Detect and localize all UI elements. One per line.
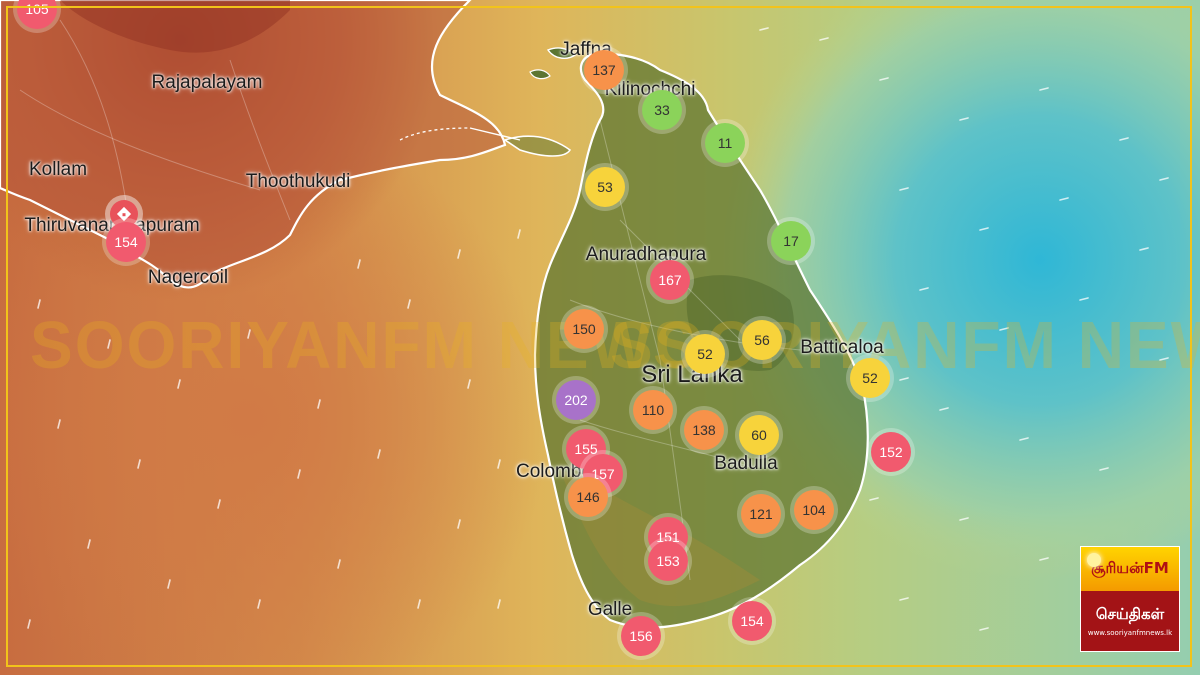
aqi-marker[interactable]: 154 bbox=[732, 601, 772, 641]
aqi-marker[interactable]: 56 bbox=[742, 320, 782, 360]
mannar-island bbox=[503, 135, 572, 157]
aqi-marker[interactable]: 121 bbox=[741, 494, 781, 534]
logo-url-text: www.sooriyanfmnews.lk bbox=[1087, 629, 1173, 637]
place-label-anuradhapura[interactable]: Anuradhapura bbox=[585, 244, 707, 265]
aqi-marker[interactable]: 153 bbox=[648, 541, 688, 581]
place-label-rajapalayam[interactable]: Rajapalayam bbox=[151, 72, 263, 93]
aqi-marker[interactable]: 137 bbox=[584, 50, 624, 90]
aqi-marker[interactable]: 167 bbox=[650, 260, 690, 300]
logo-section-text: செய்திகள் bbox=[1095, 605, 1165, 623]
logo-news-bar: செய்திகள் www.sooriyanfmnews.lk bbox=[1081, 591, 1179, 651]
aqi-marker[interactable]: 53 bbox=[585, 167, 625, 207]
logo-brand-text: சூரியன்FM bbox=[1091, 559, 1169, 577]
sooriyan-news-logo: சூரியன்FM செய்திகள் www.sooriyanfmnews.l… bbox=[1080, 546, 1180, 652]
aqi-marker[interactable]: 152 bbox=[871, 432, 911, 472]
sun-icon bbox=[1087, 553, 1101, 567]
place-label-colombo[interactable]: Colombo bbox=[515, 461, 593, 482]
aqi-marker[interactable]: 138 bbox=[684, 410, 724, 450]
aqi-marker[interactable]: 156 bbox=[621, 616, 661, 656]
place-label-galle[interactable]: Galle bbox=[587, 599, 633, 620]
place-label-thiruvananthapuram[interactable]: Thiruvananthapuram bbox=[24, 215, 200, 236]
place-label-batticaloa[interactable]: Batticaloa bbox=[800, 337, 884, 358]
aqi-marker[interactable]: 202 bbox=[556, 380, 596, 420]
aqi-marker[interactable]: 104 bbox=[794, 490, 834, 530]
aqi-marker[interactable]: 17 bbox=[771, 221, 811, 261]
aqi-marker[interactable]: 150 bbox=[564, 309, 604, 349]
aqi-marker[interactable]: 146 bbox=[568, 477, 608, 517]
place-label-nagercoil[interactable]: Nagercoil bbox=[147, 267, 229, 288]
aqi-marker[interactable]: 52 bbox=[685, 334, 725, 374]
aqi-marker[interactable]: 33 bbox=[642, 90, 682, 130]
place-label-kollam[interactable]: Kollam bbox=[28, 159, 88, 180]
aqi-marker[interactable]: 52 bbox=[850, 358, 890, 398]
place-label-badulla[interactable]: Badulla bbox=[714, 453, 778, 474]
aqi-marker[interactable]: 11 bbox=[705, 123, 745, 163]
aqi-marker[interactable]: 60 bbox=[739, 415, 779, 455]
logo-brand-bar: சூரியன்FM bbox=[1081, 547, 1179, 591]
aqi-marker[interactable]: 110 bbox=[633, 390, 673, 430]
place-label-thoothukudi[interactable]: Thoothukudi bbox=[245, 171, 351, 192]
wind-streak-icon bbox=[27, 27, 1169, 631]
aqi-marker[interactable]: 154 bbox=[106, 222, 146, 262]
